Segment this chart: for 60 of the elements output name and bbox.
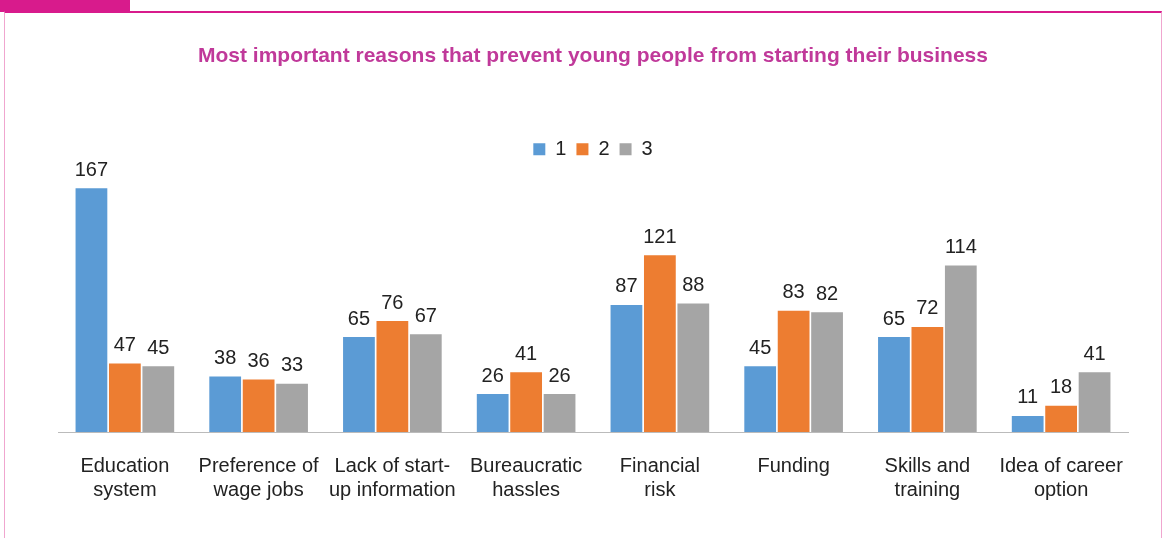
data-label: 72 — [916, 296, 939, 319]
bar — [543, 394, 576, 432]
legend-label: 2 — [598, 136, 610, 159]
x-tick-label: Funding — [757, 453, 830, 476]
data-label: 121 — [643, 224, 677, 247]
x-tick-label: Education system — [80, 453, 170, 500]
data-label: 41 — [1083, 341, 1106, 364]
bar — [811, 312, 843, 432]
x-tick-label: Skills and training — [884, 453, 971, 500]
bar — [142, 366, 175, 432]
x-tick-label: Financial risk — [619, 453, 700, 500]
data-label: 67 — [414, 303, 437, 326]
bar — [209, 376, 242, 432]
x-tick-label: Bureaucratic hassles — [469, 453, 583, 500]
bar — [476, 394, 509, 432]
legend-label: 1 — [555, 136, 567, 159]
data-label: 18 — [1050, 375, 1073, 398]
data-label: 33 — [280, 353, 304, 376]
x-tick-label: Preference of wage jobs — [198, 453, 320, 500]
data-label: 87 — [615, 274, 638, 297]
data-label: 65 — [882, 306, 906, 329]
data-label: 65 — [347, 306, 371, 329]
bar — [108, 363, 141, 432]
bar — [376, 321, 409, 432]
bar — [610, 304, 643, 432]
data-label: 26 — [481, 363, 504, 386]
bar — [409, 334, 442, 432]
bar — [878, 337, 910, 432]
data-label: 83 — [782, 280, 805, 303]
bar — [343, 337, 375, 432]
x-tick-label: Idea of career option — [999, 453, 1124, 500]
data-label: 82 — [815, 281, 839, 304]
bar — [944, 265, 977, 432]
data-label: 47 — [113, 332, 136, 355]
data-label: 26 — [548, 363, 571, 386]
bar — [1045, 405, 1078, 432]
data-label: 41 — [515, 341, 538, 364]
bar — [1078, 372, 1111, 432]
bar — [75, 188, 108, 432]
chart-title: Most important reasons that prevent young people from starting their business — [198, 43, 988, 67]
bar — [911, 326, 944, 432]
x-tick-label: Lack of start- up information — [329, 453, 456, 500]
bar — [777, 310, 810, 432]
bar — [677, 303, 710, 432]
bar — [1011, 415, 1044, 432]
data-label: 45 — [147, 335, 170, 358]
bar — [276, 383, 308, 432]
bar — [242, 379, 275, 432]
data-label: 88 — [682, 273, 705, 296]
data-label: 36 — [247, 348, 270, 371]
data-label: 167 — [74, 157, 109, 180]
data-label: 76 — [381, 290, 404, 313]
bar — [744, 366, 777, 432]
bar — [510, 372, 543, 432]
data-label: 38 — [214, 346, 237, 369]
data-label: 45 — [749, 335, 772, 358]
legend-label: 3 — [641, 136, 653, 159]
bar — [643, 255, 676, 432]
data-label: 11 — [1017, 385, 1039, 408]
data-label: 114 — [944, 235, 977, 258]
